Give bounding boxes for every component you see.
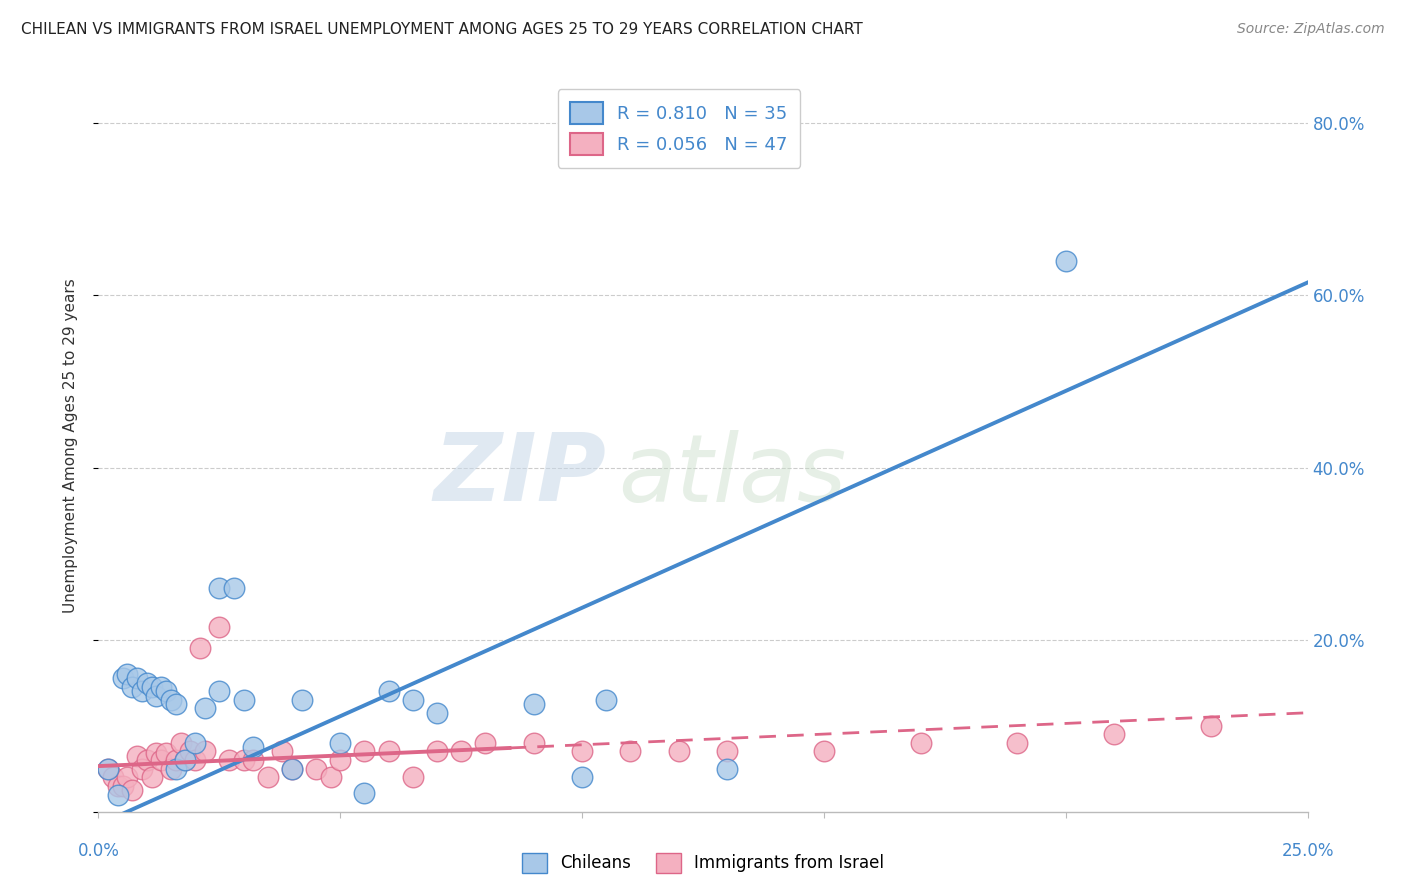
Point bbox=[179, 744, 201, 758]
Point bbox=[184, 736, 207, 750]
Point bbox=[571, 744, 593, 758]
Point bbox=[174, 753, 197, 767]
Point bbox=[127, 671, 149, 685]
Point bbox=[329, 736, 352, 750]
Point bbox=[377, 684, 399, 698]
Point bbox=[97, 762, 120, 776]
Point bbox=[101, 770, 124, 784]
Point bbox=[150, 753, 173, 767]
Point bbox=[668, 744, 690, 758]
Point bbox=[290, 693, 312, 707]
Point bbox=[184, 753, 207, 767]
Point bbox=[165, 697, 187, 711]
Point bbox=[242, 753, 264, 767]
Point bbox=[232, 693, 254, 707]
Point bbox=[222, 581, 245, 595]
Point bbox=[281, 762, 304, 776]
Point bbox=[353, 744, 375, 758]
Point bbox=[165, 753, 187, 767]
Point bbox=[319, 770, 342, 784]
Point bbox=[813, 744, 835, 758]
Point bbox=[353, 786, 375, 800]
Point bbox=[121, 783, 143, 797]
Point bbox=[523, 736, 546, 750]
Text: CHILEAN VS IMMIGRANTS FROM ISRAEL UNEMPLOYMENT AMONG AGES 25 TO 29 YEARS CORRELA: CHILEAN VS IMMIGRANTS FROM ISRAEL UNEMPL… bbox=[21, 22, 863, 37]
Point bbox=[160, 762, 183, 776]
Point bbox=[155, 684, 177, 698]
Point bbox=[208, 581, 231, 595]
Text: 0.0%: 0.0% bbox=[77, 842, 120, 860]
Point bbox=[450, 744, 472, 758]
Point bbox=[117, 667, 139, 681]
Point bbox=[188, 641, 211, 656]
Point bbox=[256, 770, 278, 784]
Point bbox=[716, 744, 738, 758]
Point bbox=[97, 762, 120, 776]
Point bbox=[271, 744, 294, 758]
Point bbox=[377, 744, 399, 758]
Point bbox=[595, 693, 617, 707]
Point bbox=[208, 684, 231, 698]
Point bbox=[281, 762, 304, 776]
Point bbox=[402, 770, 425, 784]
Point bbox=[127, 748, 149, 763]
Point bbox=[242, 740, 264, 755]
Text: 25.0%: 25.0% bbox=[1281, 842, 1334, 860]
Point bbox=[165, 762, 187, 776]
Point bbox=[107, 779, 129, 793]
Point bbox=[117, 770, 139, 784]
Point bbox=[174, 753, 197, 767]
Point bbox=[131, 684, 153, 698]
Point bbox=[1199, 719, 1222, 733]
Point bbox=[111, 779, 134, 793]
Text: ZIP: ZIP bbox=[433, 429, 606, 521]
Point bbox=[145, 746, 167, 760]
Point bbox=[135, 753, 157, 767]
Point bbox=[402, 693, 425, 707]
Point bbox=[160, 693, 183, 707]
Point bbox=[194, 744, 217, 758]
Point bbox=[523, 697, 546, 711]
Point bbox=[145, 689, 167, 703]
Point bbox=[107, 788, 129, 802]
Point bbox=[910, 736, 932, 750]
Point bbox=[426, 744, 449, 758]
Y-axis label: Unemployment Among Ages 25 to 29 years: Unemployment Among Ages 25 to 29 years bbox=[63, 278, 77, 614]
Point bbox=[329, 753, 352, 767]
Legend: Chileans, Immigrants from Israel: Chileans, Immigrants from Israel bbox=[515, 847, 891, 880]
Point bbox=[169, 736, 191, 750]
Point bbox=[155, 746, 177, 760]
Point bbox=[131, 762, 153, 776]
Point bbox=[150, 680, 173, 694]
Point bbox=[716, 762, 738, 776]
Point bbox=[194, 701, 217, 715]
Point bbox=[135, 675, 157, 690]
Text: Source: ZipAtlas.com: Source: ZipAtlas.com bbox=[1237, 22, 1385, 37]
Point bbox=[141, 770, 163, 784]
Point bbox=[1102, 727, 1125, 741]
Point bbox=[208, 620, 231, 634]
Point bbox=[474, 736, 496, 750]
Point bbox=[1054, 254, 1077, 268]
Legend: R = 0.810   N = 35, R = 0.056   N = 47: R = 0.810 N = 35, R = 0.056 N = 47 bbox=[558, 89, 800, 168]
Point bbox=[141, 680, 163, 694]
Point bbox=[121, 680, 143, 694]
Point bbox=[218, 753, 240, 767]
Point bbox=[232, 753, 254, 767]
Point bbox=[305, 762, 328, 776]
Point bbox=[111, 671, 134, 685]
Text: atlas: atlas bbox=[619, 430, 846, 521]
Point bbox=[1007, 736, 1029, 750]
Point bbox=[571, 770, 593, 784]
Point bbox=[619, 744, 641, 758]
Point bbox=[426, 706, 449, 720]
